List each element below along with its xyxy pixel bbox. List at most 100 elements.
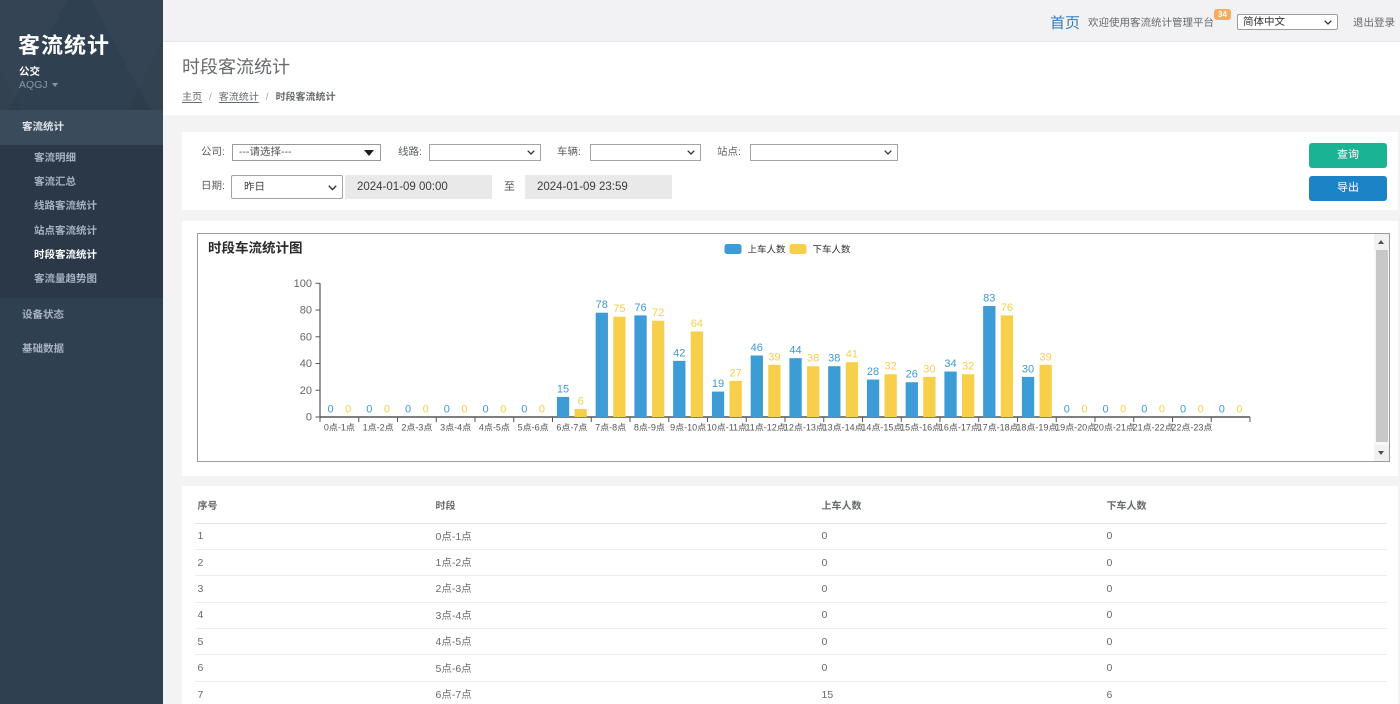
breadcrumb-section[interactable]: 客流统计 xyxy=(218,91,259,103)
chart-title: 时段车流统计图 xyxy=(208,241,303,256)
scrollbar-up-button[interactable] xyxy=(1374,234,1389,250)
bar-value-label: 0 xyxy=(345,404,351,416)
bar-value-label: 0 xyxy=(1102,404,1108,416)
sidebar-item[interactable]: 基础数据 xyxy=(22,343,64,356)
bar-value-label: 30 xyxy=(923,363,935,375)
table-cell: 2点-3点 xyxy=(433,575,819,603)
sidebar-subitem[interactable]: 客流量趋势图 xyxy=(34,272,97,285)
bar-value-label: 0 xyxy=(1081,404,1087,416)
date-type-select[interactable]: 昨日 xyxy=(231,175,343,199)
date-type-select-value: 昨日 xyxy=(244,181,265,193)
sidebar-subitem[interactable]: 客流明细 xyxy=(34,152,76,164)
home-link[interactable]: 首页 xyxy=(1050,15,1081,32)
bar xyxy=(828,366,841,417)
bar-value-label: 72 xyxy=(652,307,664,319)
bar xyxy=(711,391,725,417)
x-axis-category-label: 8点-9点 xyxy=(634,423,665,433)
sidebar-item-passenger-stats[interactable]: 客流统计 xyxy=(0,110,163,145)
bar-value-label: 0 xyxy=(1236,404,1242,416)
logout-link[interactable]: 退出登录 xyxy=(1353,17,1395,29)
table-row: 1 0点-1点 0 0 xyxy=(195,523,1387,550)
x-axis-category-label: 9点-10点 xyxy=(670,423,706,433)
y-axis-tick-label: 60 xyxy=(300,331,312,343)
sidebar-subitem[interactable]: 线路客流统计 xyxy=(34,200,97,213)
bar-value-label: 0 xyxy=(1180,404,1186,416)
bar xyxy=(652,320,665,417)
station-select[interactable] xyxy=(750,143,898,161)
table-cell: 0 xyxy=(1104,523,1387,550)
table-cell: 7 xyxy=(195,681,433,704)
table-header-row: 序号 时段 上车人数 下车人数 xyxy=(195,486,1387,524)
bar-value-label: 34 xyxy=(944,358,956,370)
triangle-down-icon xyxy=(1378,451,1384,455)
bar-value-label: 27 xyxy=(730,367,742,379)
bar-value-label: 28 xyxy=(867,366,879,378)
x-axis-category-label: 17点-18点 xyxy=(978,423,1019,433)
bar xyxy=(983,306,996,417)
x-axis-category-label: 10点-11点 xyxy=(707,423,747,433)
bar-value-label: 44 xyxy=(789,345,801,357)
table-cell: 0 xyxy=(819,602,1104,630)
date-to-input[interactable]: 2024-01-09 23:59 xyxy=(525,175,672,199)
line-select[interactable] xyxy=(429,143,541,161)
bar xyxy=(845,362,859,417)
sidebar-subitem[interactable]: 站点客流统计 xyxy=(34,224,97,237)
vehicle-select[interactable] xyxy=(590,143,701,161)
legend-label: 上车人数 xyxy=(748,244,787,256)
bar-value-label: 0 xyxy=(1120,404,1126,416)
x-axis-category-label: 16点-17点 xyxy=(939,423,980,433)
company-select[interactable]: ---请选择--- xyxy=(232,143,381,161)
bar-value-label: 26 xyxy=(906,369,918,381)
breadcrumb-home[interactable]: 主页 xyxy=(182,91,202,103)
bar-value-label: 78 xyxy=(596,299,608,311)
bar xyxy=(729,380,742,417)
sidebar-brand: 客流统计 公交 AQGJ xyxy=(0,0,163,110)
filter-panel: 公司: ---请选择--- 线路: 车辆: 站点: 日期: 昨日 2024-01… xyxy=(182,132,1398,210)
bar xyxy=(884,374,897,417)
topbar: 首页 欢迎使用客流统计管理平台 34 简体中文 退出登录 xyxy=(163,0,1400,42)
bar-value-label: 39 xyxy=(1040,351,1052,363)
legend-label: 下车人数 xyxy=(813,244,852,256)
bar xyxy=(789,358,802,417)
sidebar-subitem-active[interactable]: 时段客流统计 xyxy=(34,248,97,261)
table-cell: 15 xyxy=(819,681,1104,704)
bar-value-label: 42 xyxy=(673,347,685,359)
table-cell: 3 xyxy=(195,575,433,603)
x-axis-category-label: 12点-13点 xyxy=(784,423,825,433)
bar xyxy=(905,382,918,417)
notification-badge[interactable]: 34 xyxy=(1214,9,1231,20)
table-column-header: 上车人数 xyxy=(819,486,1104,524)
table-cell: 0 xyxy=(1104,549,1387,577)
bar xyxy=(690,331,704,417)
table-cell: 0 xyxy=(1104,654,1387,682)
scrollbar-thumb[interactable] xyxy=(1375,250,1388,442)
query-button[interactable]: 查询 xyxy=(1309,143,1387,168)
bar xyxy=(750,355,763,417)
user-name: AQGJ xyxy=(19,79,48,91)
table-row: 2 1点-2点 0 0 xyxy=(195,549,1387,577)
sidebar-item[interactable]: 设备状态 xyxy=(22,309,64,322)
table-cell: 4 xyxy=(195,602,433,630)
chevron-down-icon xyxy=(687,150,695,155)
export-button[interactable]: 导出 xyxy=(1309,176,1387,201)
language-select[interactable]: 简体中文 xyxy=(1237,14,1338,30)
breadcrumb-separator: / xyxy=(209,91,212,103)
welcome-text: 欢迎使用客流统计管理平台 xyxy=(1088,17,1214,29)
x-axis-category-label: 14点-15点 xyxy=(861,423,902,433)
chart-vertical-scrollbar[interactable] xyxy=(1374,234,1389,461)
table-row: 7 6点-7点 15 6 xyxy=(195,681,1387,704)
y-axis-tick-label: 0 xyxy=(306,412,312,424)
user-menu[interactable]: AQGJ xyxy=(19,79,58,91)
y-axis-tick-label: 100 xyxy=(294,278,312,290)
scrollbar-down-button[interactable] xyxy=(1374,445,1389,461)
bar-value-label: 0 xyxy=(1159,404,1165,416)
bar xyxy=(634,315,647,417)
x-axis-category-label: 22点-23点 xyxy=(1171,423,1212,433)
triangle-up-icon xyxy=(1378,240,1384,244)
bar-value-label: 0 xyxy=(444,404,450,416)
sidebar-subitem[interactable]: 客流汇总 xyxy=(34,176,76,189)
x-axis-category-label: 0点-1点 xyxy=(324,423,355,433)
bar-value-label: 0 xyxy=(500,404,506,416)
date-from-input[interactable]: 2024-01-09 00:00 xyxy=(345,175,492,199)
